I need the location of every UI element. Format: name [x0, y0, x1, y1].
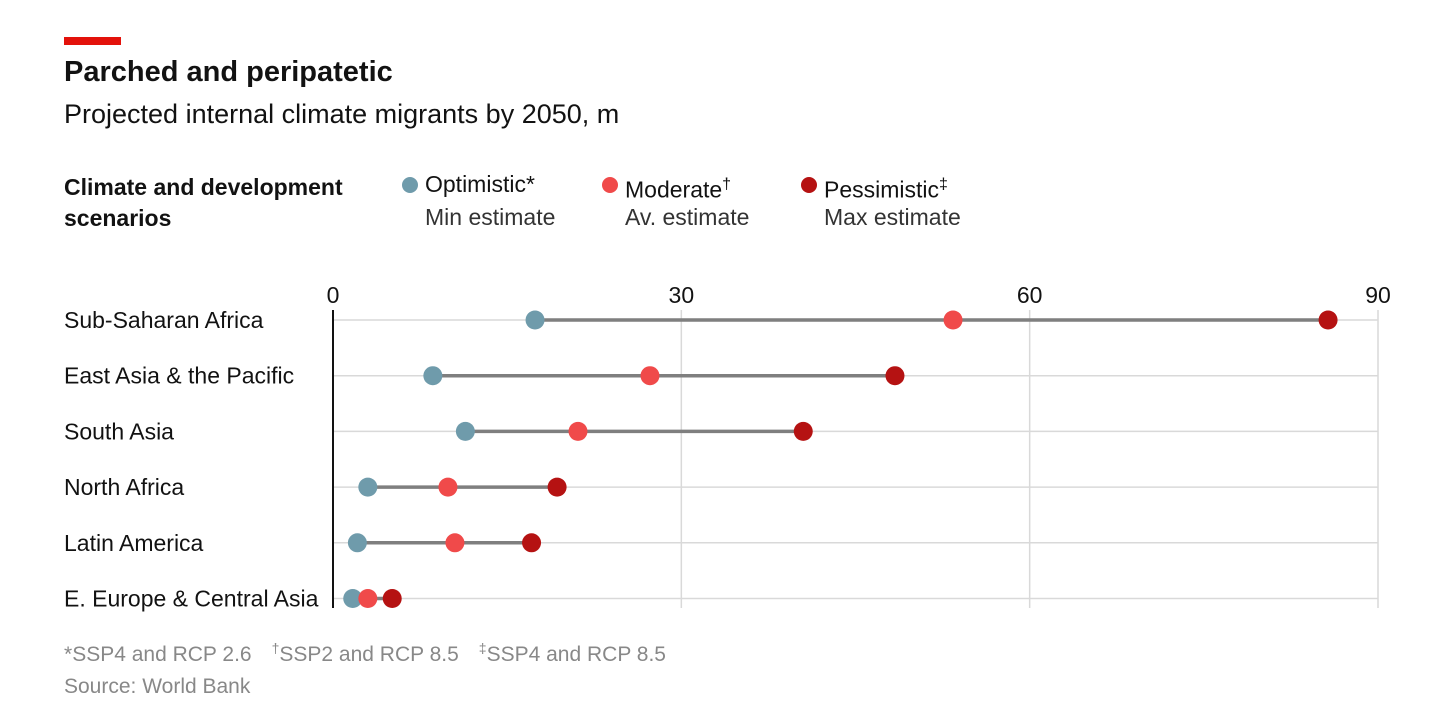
category-label: E. Europe & Central Asia — [64, 586, 319, 612]
moderate-point — [640, 366, 660, 386]
optimistic-point — [423, 366, 443, 386]
moderate-point — [568, 421, 588, 441]
category-label: Latin America — [64, 530, 204, 556]
legend-dot-pessimistic — [801, 177, 817, 193]
category-label: South Asia — [64, 418, 174, 444]
legend-dot-moderate — [602, 177, 618, 193]
pessimistic-point — [1318, 310, 1338, 330]
pessimistic-point — [885, 366, 905, 386]
legend-estimate-pessimistic: Max estimate — [824, 204, 961, 230]
legend-mark-moderate: † — [722, 176, 732, 193]
pessimistic-point — [382, 589, 402, 608]
source-note: Source: World Bank — [64, 675, 251, 698]
footnote-mark-1: * — [64, 643, 73, 666]
legend-mark-pessimistic: ‡ — [939, 176, 948, 193]
moderate-point — [445, 533, 465, 553]
legend-heading: Climate and development scenarios — [64, 174, 343, 231]
legend-label-optimistic: Optimistic — [425, 171, 526, 197]
legend-dot-optimistic — [402, 177, 418, 193]
legend-mark-optimistic: * — [525, 171, 535, 197]
footnote-text-3: SSP4 and RCP 8.5 — [486, 643, 666, 666]
legend-estimate-moderate: Av. estimate — [625, 204, 750, 230]
footnote-mark-2: † — [271, 640, 280, 656]
optimistic-point — [525, 310, 545, 330]
moderate-point — [943, 310, 963, 330]
footnote-text-2: SSP2 and RCP 8.5 — [279, 643, 459, 666]
chart-subtitle: Projected internal climate migrants by 2… — [64, 99, 620, 129]
legend-estimate-optimistic: Min estimate — [425, 204, 556, 230]
x-tick-label: 0 — [327, 282, 340, 308]
optimistic-point — [343, 589, 363, 608]
x-tick-label: 60 — [1017, 282, 1043, 308]
footnotes: *SSP4 and RCP 2.6 †SSP2 and RCP 8.5 ‡SSP4 … — [64, 640, 666, 667]
chart-title: Parched and peripatetic — [64, 56, 393, 88]
moderate-point — [438, 477, 458, 497]
category-label: Sub-Saharan Africa — [64, 307, 264, 333]
legend-label-moderate: Moderate — [625, 176, 723, 203]
legend-label-pessimistic: Pessimistic — [824, 176, 940, 203]
category-label: East Asia & the Pacific — [64, 363, 294, 389]
optimistic-point — [347, 533, 367, 553]
moderate-point — [358, 589, 378, 608]
x-tick-label: 30 — [669, 282, 695, 308]
x-tick-label: 90 — [1365, 282, 1391, 308]
brand-accent-bar — [64, 37, 121, 45]
footnote-mark-3: ‡ — [478, 640, 487, 656]
optimistic-point — [455, 421, 475, 441]
pessimistic-point — [522, 533, 542, 553]
footnote-text-1: SSP4 and RCP 2.6 — [72, 643, 252, 666]
optimistic-point — [358, 477, 378, 497]
pessimistic-point — [793, 421, 813, 441]
dumbbell-chart: 0 30 60 90 Sub-Saharan Africa East Asia & the… — [64, 282, 1391, 612]
pessimistic-point — [547, 477, 567, 497]
category-label: North Africa — [64, 474, 184, 500]
